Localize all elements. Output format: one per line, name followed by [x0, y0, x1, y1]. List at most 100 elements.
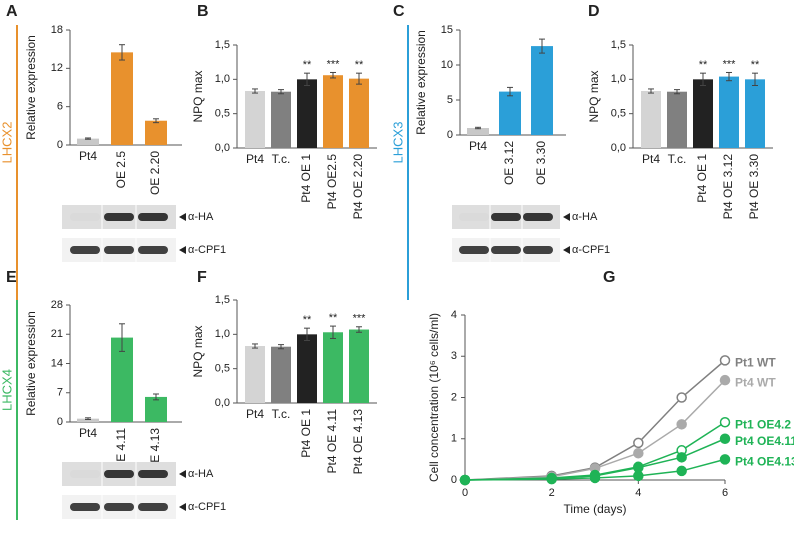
- blot-band: [138, 470, 168, 478]
- x-axis-label: Time (days): [564, 502, 627, 516]
- blot-label: α-CPF1: [188, 244, 226, 256]
- x-tick-label: Pt4 OE 3.30: [747, 154, 761, 220]
- x-tick-label: OE 3.12: [502, 141, 516, 185]
- significance: **: [699, 59, 708, 71]
- y-tick-label: 6: [57, 101, 63, 113]
- y-tick-label: 0,0: [215, 142, 230, 154]
- y-tick-label: 0,5: [215, 363, 230, 375]
- blot-band: [523, 246, 553, 254]
- point: [676, 419, 687, 430]
- blot-band: [104, 246, 134, 254]
- bar: [667, 91, 687, 148]
- bar: [145, 120, 167, 145]
- blot-label: α-CPF1: [188, 501, 226, 513]
- x-tick-label: Pt4: [469, 139, 487, 153]
- legend-label: Pt4 OE4.11: [735, 434, 794, 448]
- y-axis-label: Relative expression: [414, 30, 428, 135]
- y-tick-label: 21: [51, 328, 63, 340]
- line: [464, 379, 726, 481]
- group-label: LHCX4: [0, 369, 14, 411]
- blot-band: [491, 213, 521, 221]
- panel-letter: A: [6, 3, 18, 20]
- y-tick-label: 1,5: [215, 294, 230, 306]
- y-tick-label: 0: [451, 474, 457, 486]
- significance: **: [303, 59, 312, 71]
- y-axis-label: NPQ max: [587, 70, 601, 122]
- blot-band: [138, 213, 168, 221]
- legend-label: Pt4 OE4.13: [735, 455, 794, 469]
- y-tick-label: 18: [51, 24, 63, 36]
- bar: [531, 46, 553, 135]
- legend-label: Pt1 OE4.2: [735, 417, 791, 431]
- arrow: [179, 470, 186, 478]
- y-tick-label: 1: [451, 433, 457, 445]
- y-tick-label: 14: [51, 357, 63, 369]
- y-tick-label: 1,0: [215, 328, 230, 340]
- panel-letter: B: [197, 3, 209, 20]
- x-tick-label: 2: [549, 487, 555, 499]
- y-tick-label: 2: [451, 391, 457, 403]
- significance: **: [355, 59, 364, 71]
- bar: [719, 76, 739, 148]
- point: [676, 392, 687, 403]
- arrow: [179, 213, 186, 221]
- blot-band: [459, 246, 489, 254]
- bar: [245, 91, 265, 148]
- x-tick-label: Pt4: [246, 152, 264, 166]
- point: [719, 417, 731, 428]
- y-axis-label: Relative expression: [24, 35, 38, 140]
- y-tick-label: 10: [441, 59, 453, 71]
- bar: [467, 128, 489, 135]
- blot-label: α-CPF1: [572, 244, 610, 256]
- x-tick-label: Pt4 OE 1: [695, 154, 709, 203]
- x-tick-label: Pt4 OE2.5: [325, 154, 339, 210]
- group-label: LHCX3: [390, 122, 405, 164]
- bar: [297, 334, 317, 403]
- x-tick-label: T.c.: [668, 152, 687, 166]
- blot-band: [104, 470, 134, 478]
- point: [546, 473, 557, 485]
- y-tick-label: 4: [451, 309, 457, 321]
- y-tick-label: 1,5: [215, 39, 230, 51]
- x-tick-label: Pt4: [79, 149, 97, 163]
- x-tick-label: Pt4 OE 4.11: [325, 409, 339, 474]
- bar: [323, 332, 343, 403]
- bar: [271, 346, 291, 403]
- blot-band: [523, 213, 553, 221]
- bar: [323, 75, 343, 148]
- y-tick-label: 5: [447, 94, 453, 106]
- y-tick-label: 1,5: [611, 39, 626, 51]
- y-tick-label: 0,5: [215, 108, 230, 120]
- x-tick-label: OE 4.13: [148, 428, 162, 472]
- x-tick-label: T.c.: [272, 152, 291, 166]
- significance: ***: [353, 313, 367, 325]
- y-axis-label: Relative expression: [24, 311, 38, 416]
- y-tick-label: 1,0: [215, 73, 230, 85]
- blot-band: [70, 246, 100, 254]
- point: [719, 433, 731, 444]
- x-tick-label: OE 4.11: [114, 428, 128, 471]
- x-tick-label: Pt4: [642, 152, 660, 166]
- point: [676, 452, 687, 463]
- bar: [499, 91, 521, 135]
- blot-band: [138, 246, 168, 254]
- blot-band: [104, 213, 134, 221]
- arrow: [179, 503, 186, 511]
- point: [633, 447, 644, 459]
- y-tick-label: 0: [447, 129, 453, 141]
- significance: ***: [723, 58, 737, 70]
- blot-band: [70, 470, 100, 478]
- x-tick-label: Pt4 OE 3.12: [721, 154, 735, 220]
- blot-band: [491, 246, 521, 254]
- blot-band: [459, 213, 489, 221]
- x-tick-label: 0: [462, 487, 468, 499]
- significance: ***: [327, 58, 341, 70]
- y-axis-label: Cell concentration (10⁶ cells/ml): [427, 313, 441, 482]
- point: [633, 437, 644, 449]
- bar: [245, 346, 265, 403]
- arrow: [563, 213, 570, 221]
- point: [719, 355, 731, 366]
- blot-band: [104, 503, 134, 511]
- bar: [77, 418, 99, 422]
